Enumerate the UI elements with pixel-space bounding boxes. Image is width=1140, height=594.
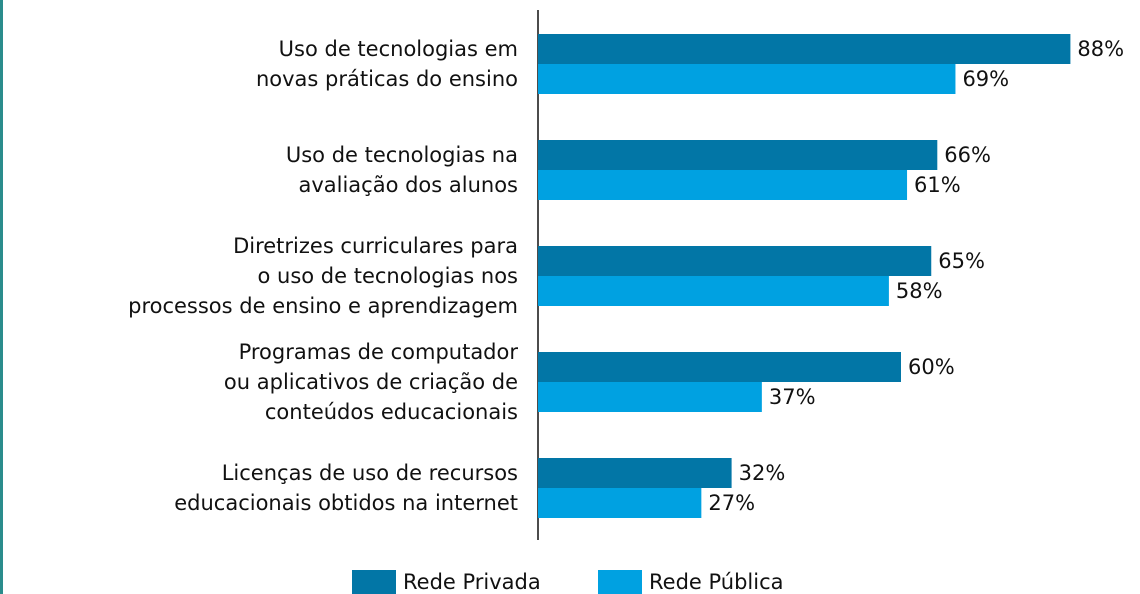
bar: [538, 458, 732, 488]
legend-label: Rede Privada: [403, 570, 541, 594]
value-label: 88%: [1077, 37, 1124, 61]
category-label: Programas de computador ou aplicativos d…: [223, 340, 518, 424]
bar: [538, 276, 889, 306]
value-label: 32%: [739, 461, 786, 485]
value-label: 65%: [938, 249, 985, 273]
value-label: 69%: [962, 67, 1009, 91]
legend-swatch: [598, 570, 642, 594]
left-border: [0, 0, 3, 594]
category-label: Diretrizes curriculares para o uso de te…: [128, 234, 518, 318]
bar: [538, 170, 908, 200]
bar: [538, 488, 702, 518]
bar: [538, 34, 1071, 64]
category-label: Licenças de uso de recursos educacionais…: [174, 461, 518, 515]
value-label: 60%: [908, 355, 955, 379]
value-label: 58%: [896, 279, 943, 303]
legend-swatch: [352, 570, 396, 594]
value-label: 61%: [914, 173, 961, 197]
bar: [538, 246, 932, 276]
bar: [538, 382, 762, 412]
bar: [538, 64, 956, 94]
value-label: 27%: [708, 491, 755, 515]
category-label: Uso de tecnologias na avaliação dos alun…: [285, 143, 518, 197]
bar: [538, 140, 938, 170]
bar: [538, 352, 901, 382]
value-label: 37%: [769, 385, 816, 409]
legend-label: Rede Pública: [649, 570, 784, 594]
value-label: 66%: [944, 143, 991, 167]
category-label: Uso de tecnologias em novas práticas do …: [255, 37, 518, 91]
